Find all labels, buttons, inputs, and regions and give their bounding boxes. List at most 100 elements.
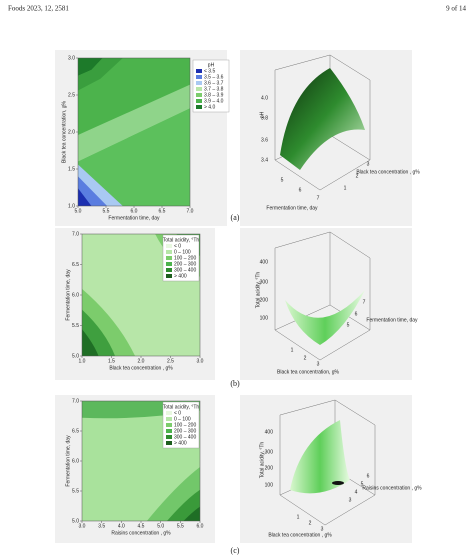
x-tick-label: 5 (361, 481, 364, 487)
z-axis-label: Total acidity, °Th (255, 272, 261, 309)
y-axis-label: Fermentation time, day (65, 435, 71, 487)
legend-title: Total acidity, °Th (163, 237, 200, 243)
y-tick-label: 5.5 (72, 323, 79, 329)
y-tick-label: 1.5 (68, 166, 75, 172)
z-tick-label: 3.8 (261, 115, 268, 121)
legend-label: 300 – 400 (174, 434, 196, 440)
legend-label: 3.9 – 4.0 (204, 98, 224, 104)
legend-swatch (196, 75, 202, 79)
y-tick-label: 3 (367, 161, 370, 167)
y-tick-label: 6.0 (72, 458, 79, 464)
y-axis-label: Black tea concentration , g% (268, 532, 332, 538)
x-tick-label: 6.0 (131, 208, 138, 214)
z-tick-label: 400 (265, 429, 274, 435)
x-tick-label: 5.5 (177, 523, 184, 529)
y-tick-label: 2.5 (68, 92, 75, 98)
y-axis-label: Black tea concentration, g% (61, 100, 67, 163)
z-tick-label: 3.4 (261, 157, 268, 163)
y-tick-label: 2 (356, 173, 359, 179)
y-tick-label: 3 (317, 361, 320, 367)
legend-label: > 400 (174, 273, 187, 279)
legend-label: 100 – 200 (174, 255, 196, 261)
x-axis-label: Fermentation time, day (366, 317, 418, 323)
legend-label: 200 – 300 (174, 428, 196, 434)
x-tick-label: 6 (355, 311, 358, 317)
legend-label: 300 – 400 (174, 267, 196, 273)
z-tick-label: 300 (265, 449, 274, 455)
x-axis-label: Raisins concentration , g% (362, 485, 422, 491)
y-tick-label: 1 (291, 347, 294, 353)
x-tick-label: 6.5 (159, 208, 166, 214)
z-tick-label: 200 (260, 297, 269, 303)
x-tick-label: 4 (355, 489, 358, 495)
y-tick-label: 1.0 (68, 203, 75, 209)
legend-swatch (166, 435, 172, 439)
header-page: 9 of 14 (446, 5, 466, 13)
legend-swatch (166, 411, 172, 415)
legend-label: < 0 (174, 243, 181, 249)
x-tick-label: 5 (347, 322, 350, 328)
y-axis-label: Fermentation time, day (65, 269, 71, 321)
x-tick-label: 2.0 (138, 358, 145, 364)
z-axis-label: Total acidity, °Th (259, 442, 265, 479)
legend-swatch (196, 87, 202, 91)
legend-swatch (166, 256, 172, 260)
x-tick-label: 5 (281, 177, 284, 183)
x-tick-label: 7 (363, 299, 366, 305)
legend-box (192, 59, 230, 113)
legend-label: 100 – 200 (174, 422, 196, 428)
figure-bg (240, 228, 412, 380)
x-tick-label: 3.5 (98, 523, 105, 529)
x-tick-label: 4.0 (118, 523, 125, 529)
x-tick-label: 6 (367, 473, 370, 479)
legend-label: 3.7 – 3.8 (204, 86, 224, 92)
legend-swatch (196, 99, 202, 103)
x-tick-label: 6.0 (197, 523, 204, 529)
header-citation: Foods 2023, 12, 2581 (8, 5, 69, 13)
y-tick-label: 1 (297, 514, 300, 520)
legend-swatch (166, 268, 172, 272)
y-tick-label: 7.0 (72, 231, 79, 237)
y-tick-label: 7.0 (72, 398, 79, 404)
contour-plot (78, 58, 190, 206)
y-tick-label: 2 (304, 355, 307, 361)
legend-label: 0 – 100 (174, 416, 191, 422)
legend-label: 3.8 – 3.9 (204, 92, 224, 98)
legend-swatch (196, 81, 202, 85)
z-tick-label: 200 (265, 465, 274, 471)
figure-caption: (c) (231, 546, 240, 555)
legend-label: 200 – 300 (174, 261, 196, 267)
y-tick-label: 2.0 (68, 129, 75, 135)
y-tick-label: 6.5 (72, 262, 79, 268)
x-tick-label: 3.0 (197, 358, 204, 364)
legend-label: 3.6 – 3.7 (204, 80, 224, 86)
x-axis-label: Fermentation time, day (266, 205, 318, 211)
z-tick-label: 4.0 (261, 95, 268, 101)
y-tick-label: 6.0 (72, 292, 79, 298)
x-tick-label: 2.5 (167, 358, 174, 364)
legend-swatch (166, 429, 172, 433)
y-tick-label: 1 (344, 185, 347, 191)
x-axis-label: Fermentation time, day (108, 215, 160, 221)
legend-label: < 3.5 (204, 68, 215, 74)
x-tick-label: 4.5 (138, 523, 145, 529)
legend-swatch (166, 274, 172, 278)
y-tick-label: 2 (309, 520, 312, 526)
x-tick-label: 6 (299, 187, 302, 193)
y-axis-label: Black tea concentration , g% (356, 169, 420, 175)
y-tick-label: 5.0 (72, 518, 79, 524)
figure-caption: (a) (231, 213, 240, 222)
legend-swatch (166, 417, 172, 421)
legend-title: Total acidity, °Th (163, 404, 200, 410)
x-tick-label: 3 (349, 497, 352, 503)
y-tick-label: 5.0 (72, 353, 79, 359)
legend-swatch (196, 93, 202, 97)
legend-swatch (166, 250, 172, 254)
y-tick-label: 3 (321, 526, 324, 532)
x-tick-label: 5.0 (157, 523, 164, 529)
z-axis-label: pH (259, 111, 265, 118)
legend-swatch (196, 69, 202, 73)
x-tick-label: 5.0 (75, 208, 82, 214)
x-tick-label: 7.0 (187, 208, 194, 214)
